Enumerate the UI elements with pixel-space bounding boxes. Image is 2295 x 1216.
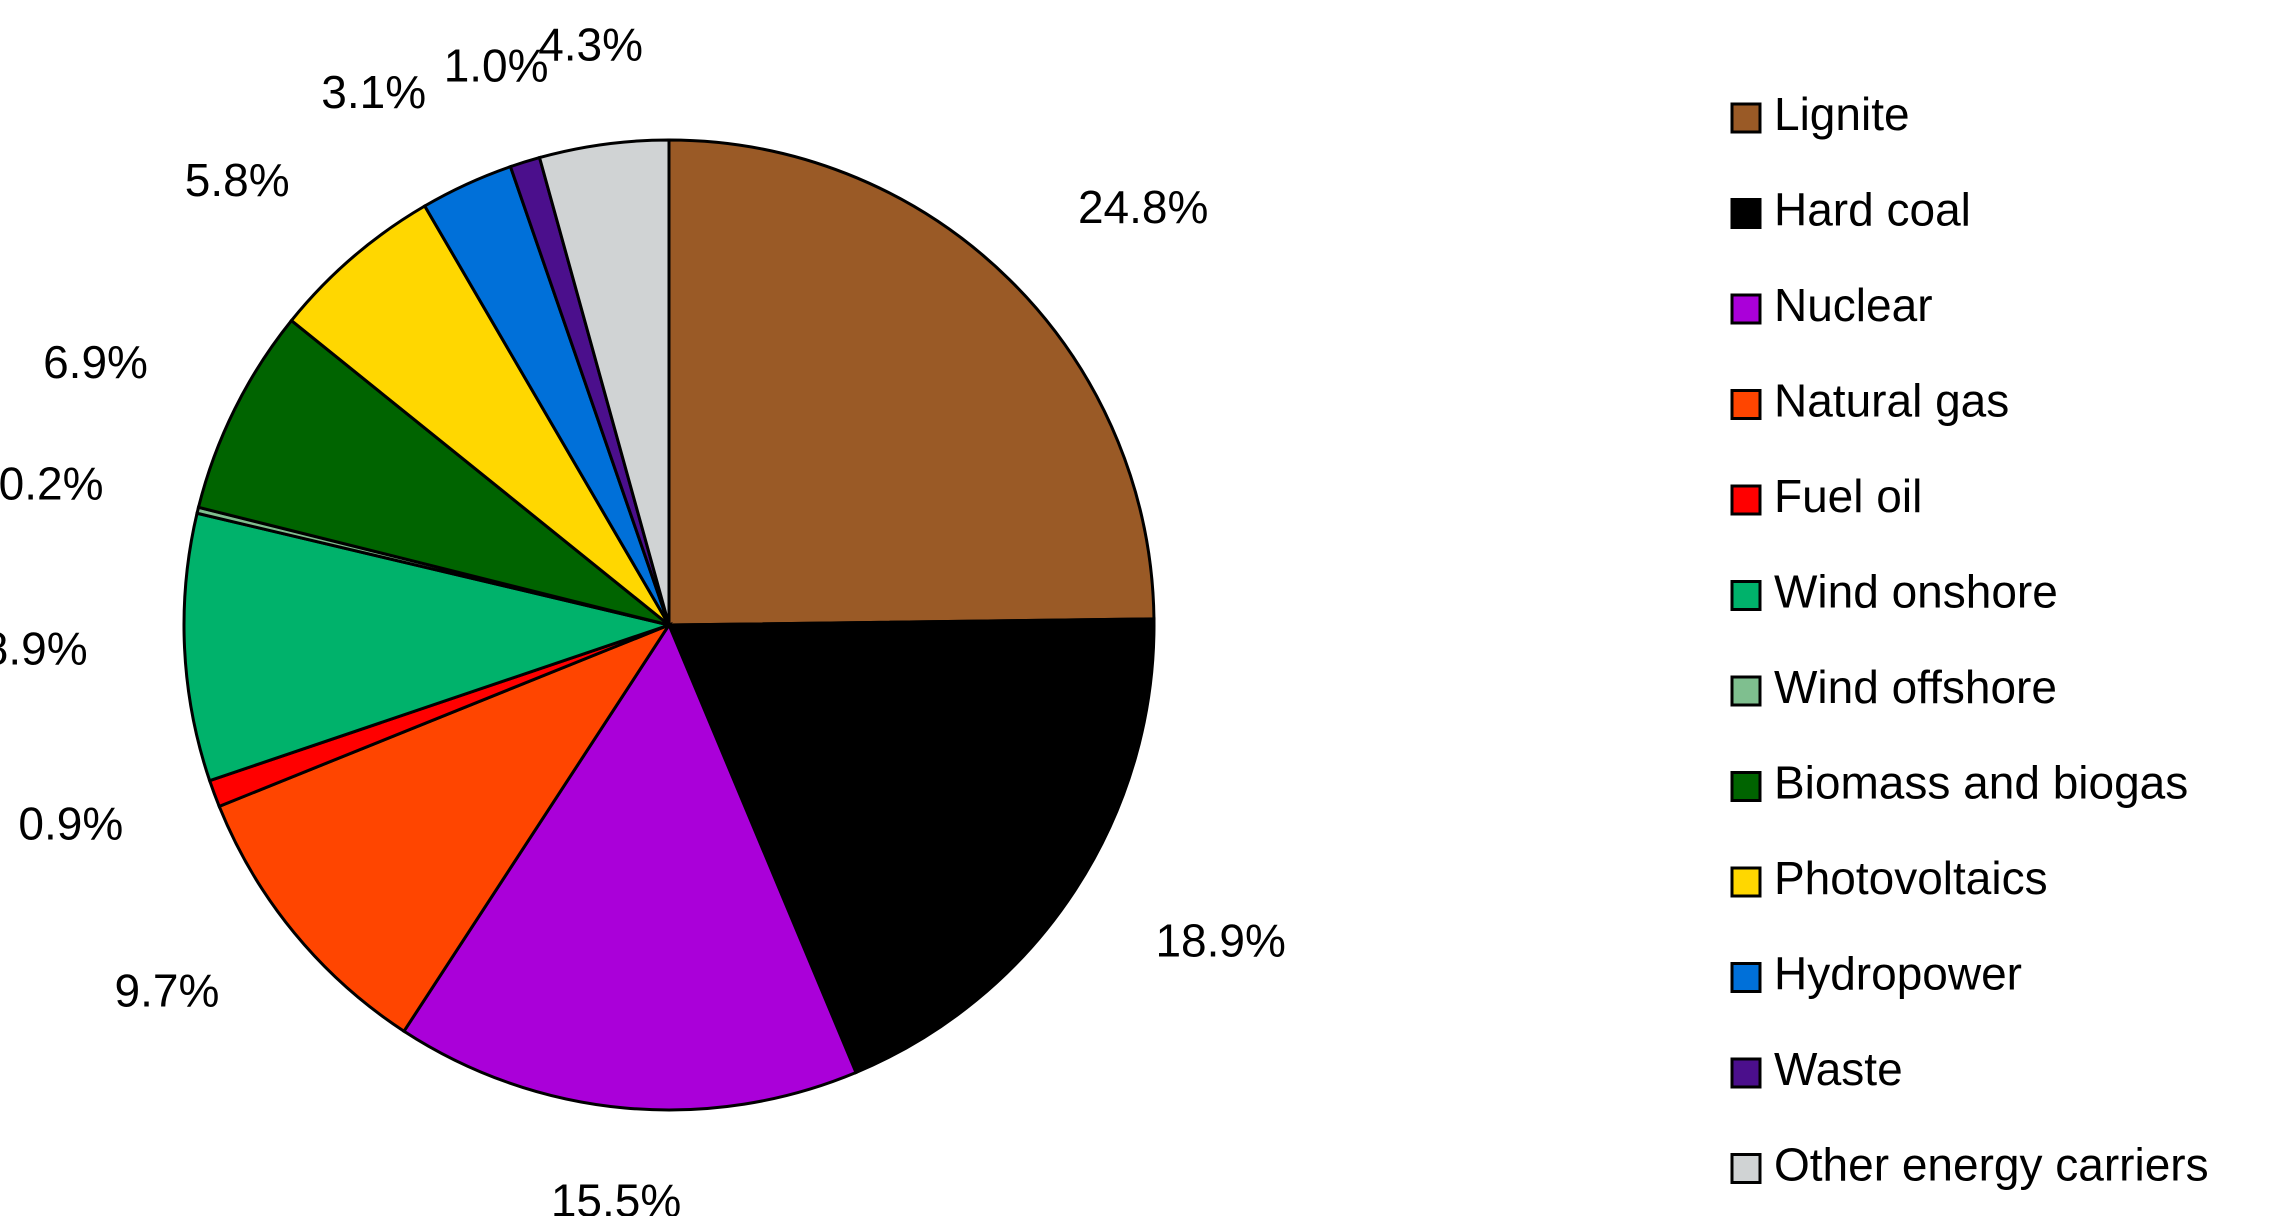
legend-label: Photovoltaics bbox=[1774, 852, 2048, 904]
value-label: 9.7% bbox=[115, 965, 220, 1017]
legend-swatch bbox=[1730, 484, 1762, 516]
legend-swatch bbox=[1730, 771, 1762, 802]
legend-label: Fuel oil bbox=[1774, 470, 1922, 522]
pie-slice bbox=[666, 617, 1156, 1075]
value-label: 3.1% bbox=[321, 66, 426, 118]
pie-slice bbox=[289, 203, 671, 627]
pie-slice bbox=[217, 621, 673, 1034]
pie-slice bbox=[537, 138, 671, 626]
pie-slice bbox=[667, 138, 1156, 627]
value-label: 4.3% bbox=[538, 18, 643, 70]
legend-swatch bbox=[1730, 675, 1762, 707]
legend-swatch bbox=[1730, 293, 1762, 325]
legend-swatch bbox=[1730, 962, 1762, 993]
legend-label: Wind onshore bbox=[1774, 566, 2058, 618]
legend-swatch bbox=[1730, 580, 1762, 611]
legend-swatch bbox=[1730, 1153, 1762, 1184]
value-label: 18.9% bbox=[1155, 915, 1285, 967]
pie-slice bbox=[182, 511, 675, 783]
legend-swatch bbox=[1730, 102, 1762, 134]
value-label: 15.5% bbox=[551, 1175, 681, 1216]
pie-slice bbox=[196, 318, 670, 627]
legend-label: Biomass and biogas bbox=[1774, 757, 2188, 809]
legend-label: Other energy carriers bbox=[1774, 1139, 2209, 1191]
value-label: 6.9% bbox=[43, 336, 148, 388]
legend-label: Natural gas bbox=[1774, 375, 2009, 427]
legend-label: Nuclear bbox=[1774, 279, 1933, 331]
legend-label: Waste bbox=[1774, 1043, 1903, 1095]
value-label: 1.0% bbox=[444, 39, 549, 91]
legend-label: Lignite bbox=[1774, 88, 1910, 140]
legend-label: Hard coal bbox=[1774, 184, 1971, 236]
legend-label: Wind offshore bbox=[1774, 661, 2057, 713]
legend-swatch bbox=[1730, 198, 1762, 229]
pie-slice bbox=[401, 621, 858, 1112]
legend-swatch bbox=[1730, 1057, 1762, 1089]
value-label: 0.2% bbox=[0, 458, 104, 510]
legend-label: Hydropower bbox=[1774, 948, 2022, 1000]
value-label: 24.8% bbox=[1078, 181, 1208, 233]
value-label: 8.9% bbox=[0, 623, 88, 675]
value-label: 5.8% bbox=[185, 154, 290, 206]
value-label: 0.9% bbox=[18, 797, 123, 849]
legend-swatch bbox=[1730, 866, 1762, 898]
legend-swatch bbox=[1730, 389, 1762, 420]
